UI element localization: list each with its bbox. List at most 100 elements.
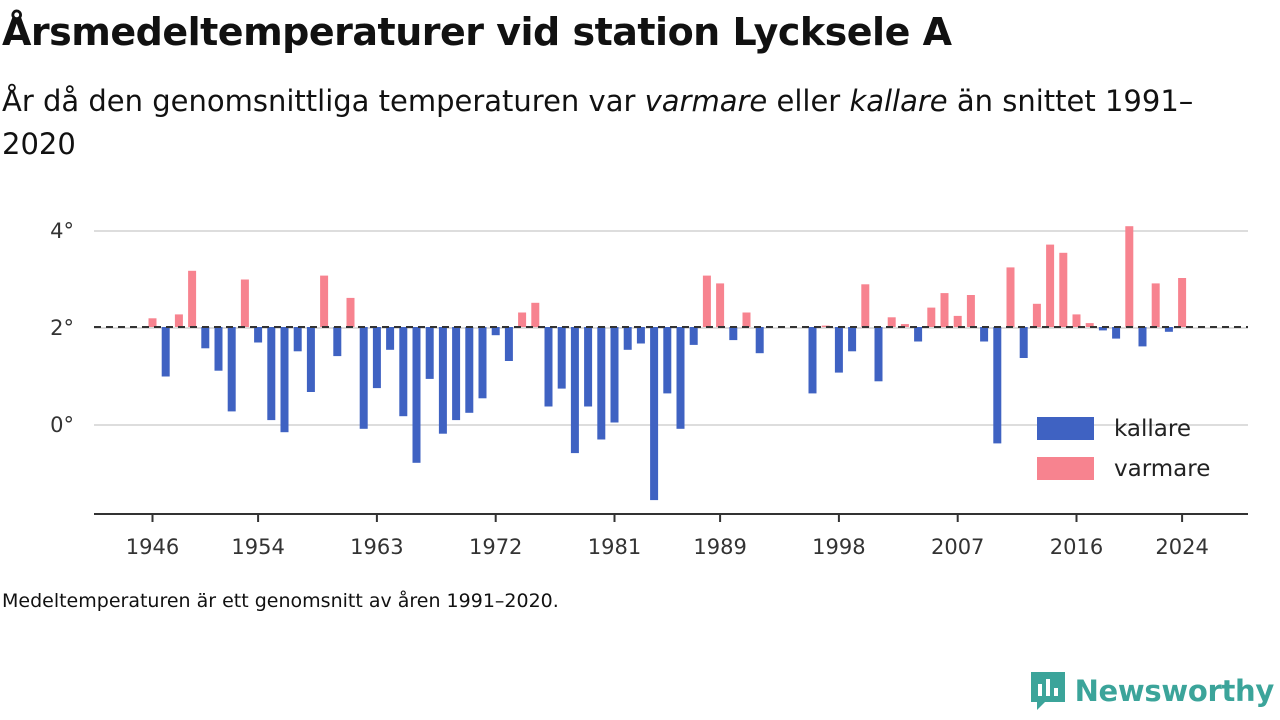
bar-1948: [174, 314, 183, 327]
bar-2018: [1098, 327, 1107, 331]
bar-2013: [1032, 303, 1041, 328]
x-tick-label: 1963: [350, 535, 403, 559]
bar-1977: [557, 327, 566, 389]
x-tick-label: 1972: [469, 535, 522, 559]
bar-2023: [1164, 327, 1173, 332]
bar-1956: [280, 327, 289, 433]
bar-1978: [570, 327, 579, 454]
bar-2022: [1151, 283, 1160, 328]
subtitle-colder-word: kallare: [849, 84, 948, 118]
x-tick-label: 1954: [231, 535, 284, 559]
bar-2000: [861, 284, 870, 327]
bar-1986: [676, 327, 685, 429]
x-tick-label: 1981: [588, 535, 641, 559]
bar-1968: [438, 327, 447, 434]
x-tick-label: 1989: [693, 535, 746, 559]
bar-1991: [742, 312, 751, 327]
bar-1966: [412, 327, 421, 463]
legend-label-colder: kallare: [1114, 416, 1191, 442]
bar-1974: [518, 312, 527, 327]
x-axis-ticks: 1946 1954 1963 1972 1981 1989 1998 2007 2016 2024: [126, 514, 1209, 559]
bar-1947: [161, 327, 170, 377]
bar-2005: [927, 307, 936, 327]
bar-1962: [359, 327, 368, 429]
footnote: Medeltemperaturen är ett genomsnitt av å…: [2, 590, 559, 612]
bar-1988: [702, 275, 711, 327]
bar-1981: [610, 327, 619, 423]
bar-1967: [425, 327, 434, 379]
bar-2020: [1125, 226, 1134, 328]
bar-2014: [1046, 244, 1055, 328]
x-tick-label: 2024: [1155, 535, 1208, 559]
bar-1975: [531, 302, 540, 328]
y-tick-label: 0°: [50, 413, 74, 437]
bar-1989: [716, 283, 725, 328]
bar-1985: [663, 327, 672, 394]
newsworthy-logo-icon: [1030, 672, 1065, 710]
bars: [148, 226, 1187, 501]
bar-2003: [900, 324, 909, 327]
bar-1990: [729, 327, 738, 341]
bar-1969: [452, 327, 461, 421]
bar-1965: [399, 327, 408, 417]
bar-1950: [201, 327, 210, 349]
bar-2012: [1019, 327, 1028, 358]
legend: kallare varmare: [1037, 416, 1210, 482]
subtitle-text-1: År då den genomsnittliga temperaturen va…: [2, 84, 645, 118]
brand-name: Newsworthy: [1074, 674, 1275, 708]
bar-2015: [1059, 252, 1068, 327]
bar-1954: [254, 327, 263, 343]
bar-2021: [1138, 327, 1147, 347]
bar-1976: [544, 327, 553, 407]
bar-2007: [953, 315, 962, 328]
bar-1949: [188, 270, 197, 328]
bar-1997: [821, 325, 830, 328]
subtitle-text-2: eller: [767, 84, 850, 118]
bar-1960: [333, 327, 342, 357]
bar-1983: [636, 327, 645, 344]
bar-1972: [491, 327, 500, 336]
bar-1952: [227, 327, 236, 412]
y-tick-label: 2°: [50, 316, 74, 340]
bar-1964: [386, 327, 395, 350]
bar-1955: [267, 327, 276, 421]
bar-2006: [940, 293, 949, 328]
x-tick-label: 1946: [126, 535, 179, 559]
x-tick-label: 1998: [812, 535, 865, 559]
bar-1996: [808, 327, 817, 394]
bar-2019: [1112, 327, 1121, 339]
bar-1984: [650, 327, 659, 501]
brand-logo: Newsworthy: [1029, 670, 1274, 712]
bar-2004: [914, 327, 923, 342]
chart-subtitle: År då den genomsnittliga temperaturen va…: [2, 80, 1222, 166]
bar-2002: [887, 317, 896, 327]
bar-1957: [293, 327, 302, 352]
bar-1971: [478, 327, 487, 399]
chart-title: Årsmedeltemperaturer vid station Lycksel…: [2, 10, 952, 54]
bar-chart: 0° 2° 4° 1946 1954 1963 1972 1981 1989 1998 2007 2…: [50, 219, 1248, 559]
bar-1999: [848, 327, 857, 352]
bar-1946: [148, 318, 157, 327]
bar-1982: [623, 327, 632, 350]
y-tick-label: 4°: [50, 219, 74, 243]
bar-1959: [320, 275, 329, 327]
bar-2024: [1178, 278, 1187, 327]
bar-2010: [993, 327, 1002, 444]
subtitle-text-3: än snittet 1991–2020: [2, 84, 1194, 161]
subtitle-warmer-word: varmare: [644, 84, 768, 118]
bar-1973: [504, 327, 513, 361]
bar-1953: [240, 279, 249, 327]
bar-2009: [980, 327, 989, 342]
bar-1958: [306, 327, 315, 392]
bar-1998: [834, 327, 843, 373]
bar-1963: [372, 327, 381, 389]
y-axis-ticks: 0° 2° 4°: [50, 219, 74, 437]
bar-2016: [1072, 314, 1081, 327]
bar-1992: [755, 327, 764, 354]
x-tick-label: 2007: [931, 535, 984, 559]
legend-label-warmer: varmare: [1114, 456, 1210, 482]
bar-1987: [689, 327, 698, 345]
bar-2001: [874, 327, 883, 382]
bar-2008: [966, 295, 975, 327]
bar-2017: [1085, 323, 1094, 327]
